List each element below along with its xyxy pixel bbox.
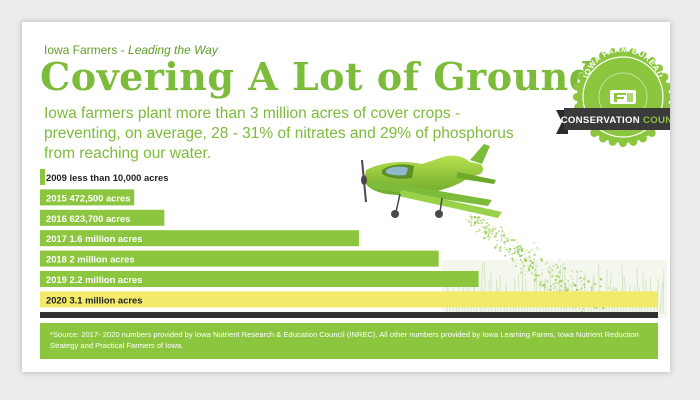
- page-subtitle: Iowa farmers plant more than 3 million a…: [44, 105, 514, 162]
- bar-label-2020: 2020 3.1 million acres: [46, 294, 142, 305]
- crop-duster-plane-icon: [361, 144, 502, 218]
- cover-crop-chart: 2009 less than 10,000 acres 2015 472,500 …: [40, 45, 670, 318]
- bar-label-2017: 2017 1.6 million acres: [46, 233, 142, 244]
- bar-2015: [40, 189, 135, 206]
- bar-2019: [40, 271, 479, 287]
- grass-field: [442, 260, 667, 318]
- spray-mist: [465, 213, 620, 313]
- bar-label-2019: 2019 2.2 million acres: [46, 274, 142, 285]
- bar-2018: [40, 250, 439, 267]
- bar-label-2016: 2016 623,700 acres: [46, 213, 130, 224]
- kicker: Iowa Farmers - Leading the Way: [44, 43, 218, 57]
- source-footnote: *Source: 2017- 2020 numbers provided by …: [40, 323, 658, 359]
- bar-2020: [40, 291, 658, 308]
- bar-2017: [40, 230, 359, 247]
- bar-label-2018: 2018 2 million acres: [46, 254, 135, 265]
- bar-label-2009: 2009 less than 10,000 acres: [46, 172, 169, 183]
- bar-2016: [40, 209, 165, 226]
- badge-ribbon-text: CONSERVATIONCOUNTS: [561, 115, 670, 126]
- farm-bureau-logo-icon: [610, 90, 636, 104]
- conservation-counts-badge: IOWA FARM BUREAU CONSERVATIONCOUNTS: [556, 45, 670, 147]
- ground-bar: [40, 312, 658, 318]
- page-title: Covering A Lot of Ground: [40, 54, 596, 99]
- kicker-org: Iowa Farmers -: [44, 43, 129, 57]
- bars-group: 2009 less than 10,000 acres 2015 472,500 …: [40, 169, 658, 308]
- bar-2009: [40, 169, 45, 185]
- badge-ribbon: [564, 108, 670, 130]
- kicker-tagline: Leading the Way: [128, 43, 218, 57]
- bar-label-2015: 2015 472,500 acres: [46, 192, 130, 203]
- infographic-card: Iowa Farmers - Leading the Way Covering …: [22, 22, 670, 372]
